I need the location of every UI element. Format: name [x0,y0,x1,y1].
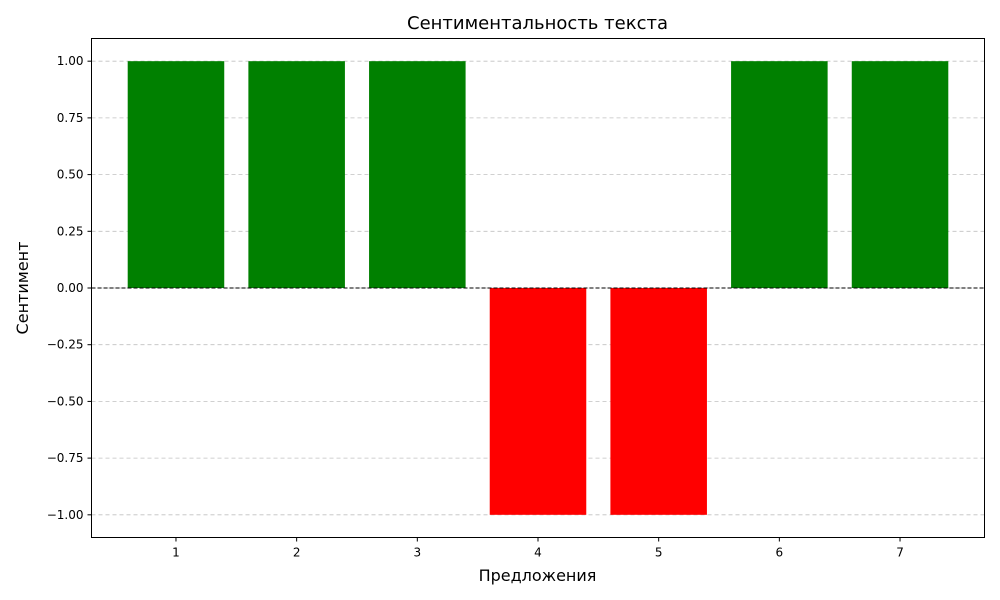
x-tick-label: 2 [293,546,301,560]
y-tick-label: 0.50 [57,168,84,182]
y-tick-label: 0.25 [57,224,84,238]
bar-1 [127,61,225,288]
bars [127,61,949,515]
bar-4 [489,288,587,515]
y-axis-ticks: −1.00 −0.75 −0.50 −0.25 0.00 0.25 0.50 0.75 1.00 [47,54,92,522]
y-tick-label: −0.50 [47,394,84,408]
y-axis-label: Сентимент [13,242,32,335]
x-tick-label: 4 [534,546,542,560]
bar-5 [610,288,707,515]
bar-3 [369,61,466,288]
x-axis-ticks: 1 2 3 4 5 6 7 [172,537,904,560]
y-tick-label: 0.75 [57,111,84,125]
y-tick-label: 0.00 [57,281,84,295]
y-tick-label: −0.25 [47,338,84,352]
x-tick-label: 3 [414,546,422,560]
y-tick-label: 1.00 [57,54,84,68]
y-tick-label: −0.75 [47,451,84,465]
bar-6 [731,61,828,288]
bar-2 [248,61,345,288]
x-tick-label: 5 [655,546,663,560]
x-tick-label: 7 [896,546,904,560]
bar-7 [851,61,949,288]
y-tick-label: −1.00 [47,508,84,522]
chart-title: Сентиментальность текста [407,13,668,34]
x-tick-label: 6 [776,546,784,560]
x-axis-label: Предложения [479,566,597,585]
x-tick-label: 1 [172,546,180,560]
